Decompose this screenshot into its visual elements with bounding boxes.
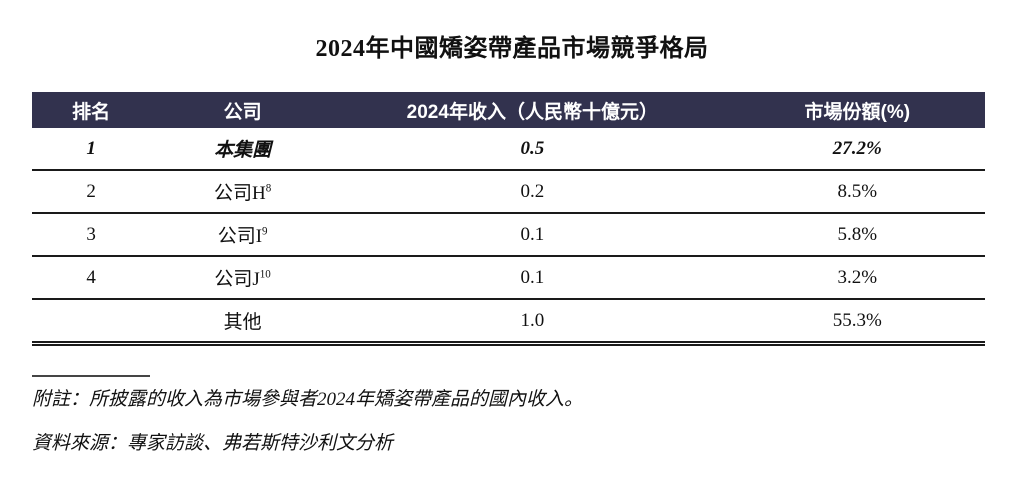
table-title: 2024年中國矯姿帶產品市場競爭格局 (315, 36, 709, 62)
cell-company: 其他 (150, 299, 336, 346)
cell-share: 55.3% (729, 299, 985, 346)
table-row: 2 公司H8 0.2 8.5% (32, 170, 985, 214)
cell-share: 5.8% (729, 213, 985, 257)
footnote-reference: 9 (262, 225, 268, 238)
cell-revenue: 0.2 (335, 170, 730, 214)
cell-share: 3.2% (729, 256, 985, 300)
source-text: 資料來源：專家訪談、弗若斯特沙利文分析 (32, 433, 394, 454)
cell-revenue: 0.5 (335, 128, 730, 171)
table-body: 1 本集團 0.5 27.2% 2 公司H8 0.2 8.5% 3 公司I9 0.1 5.8% 4 公司J… (32, 128, 985, 346)
cell-company: 公司I9 (150, 213, 336, 257)
table-row: 4 公司J10 0.1 3.2% (32, 256, 985, 300)
cell-rank: 4 (32, 256, 151, 300)
table-row: 1 本集團 0.5 27.2% (32, 128, 985, 171)
col-header-share: 市場份額(%) (729, 92, 985, 128)
col-header-revenue: 2024年收入（人民幣十億元） (335, 92, 730, 128)
cell-rank: 1 (32, 128, 151, 171)
cell-rank (32, 299, 151, 346)
cell-company: 本集團 (150, 128, 336, 171)
market-competition-table: 排名 公司 2024年收入（人民幣十億元） 市場份額(%) 1 本集團 0.5 27.… (32, 92, 985, 346)
table-header-row: 排名 公司 2024年收入（人民幣十億元） 市場份額(%) (32, 92, 985, 128)
cell-revenue: 0.1 (335, 213, 730, 257)
footnote-reference: 10 (259, 268, 271, 281)
notes-section: 附註：所披露的收入為市場參與者2024年矯姿帶產品的國內收入。 資料來源：專家訪… (32, 375, 1024, 455)
col-header-rank: 排名 (32, 92, 151, 128)
footnote-divider (32, 375, 150, 377)
cell-share: 8.5% (729, 170, 985, 214)
document-page: 2024年中國矯姿帶產品市場競爭格局 排名 公司 2024年收入（人民幣十億元）… (0, 28, 1024, 488)
table-row: 其他 1.0 55.3% (32, 299, 985, 346)
table-row: 3 公司I9 0.1 5.8% (32, 213, 985, 257)
cell-company: 公司J10 (150, 256, 336, 300)
cell-revenue: 0.1 (335, 256, 730, 300)
cell-share: 27.2% (729, 128, 985, 171)
col-header-company: 公司 (150, 92, 336, 128)
cell-rank: 3 (32, 213, 151, 257)
cell-rank: 2 (32, 170, 151, 214)
cell-company: 公司H8 (150, 170, 336, 214)
footnote-text: 附註：所披露的收入為市場參與者2024年矯姿帶產品的國內收入。 (32, 389, 584, 410)
cell-revenue: 1.0 (335, 299, 730, 346)
footnote-reference: 8 (265, 182, 272, 195)
